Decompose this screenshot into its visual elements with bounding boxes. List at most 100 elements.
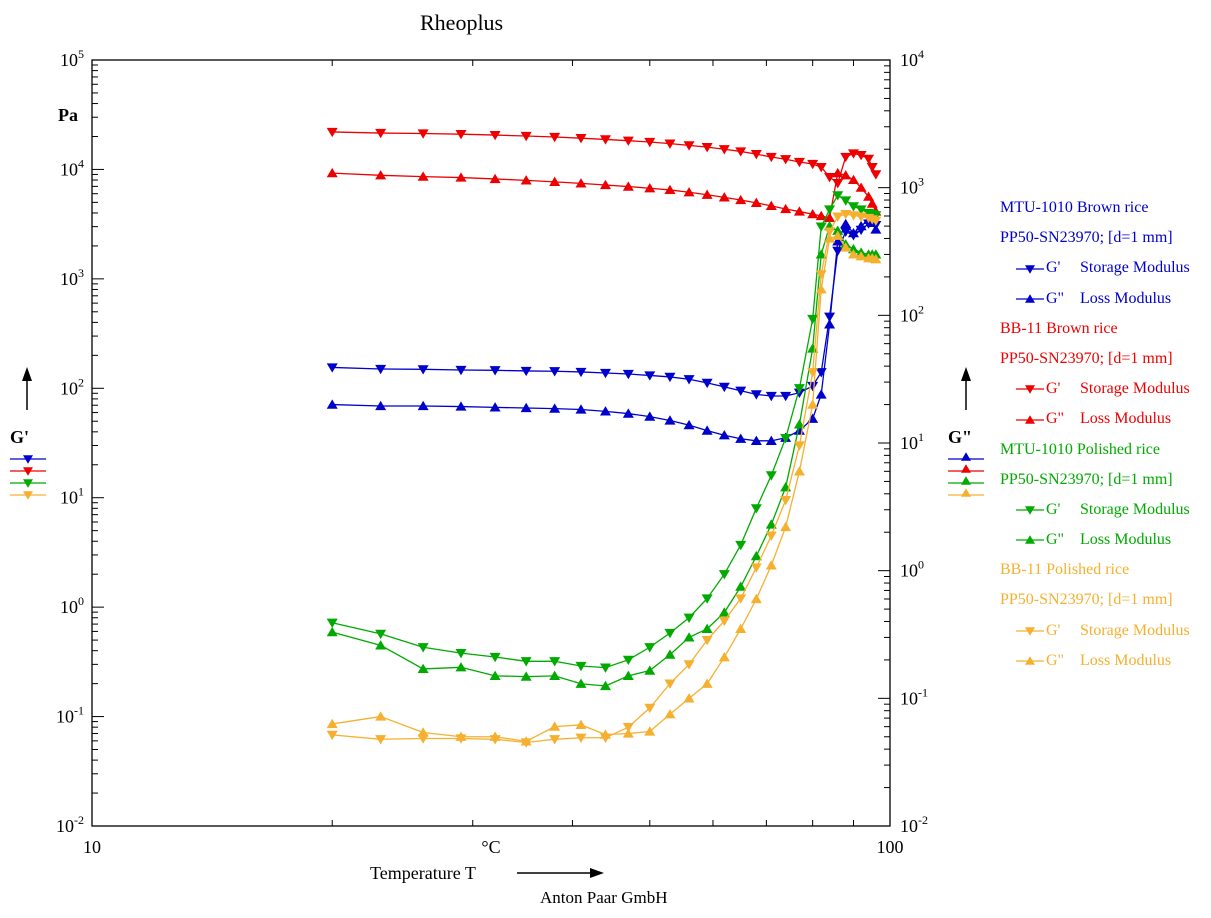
legend-group-subtitle: PP50-SN23970; [d=1 mm]	[1000, 591, 1173, 609]
legend-item-symbol: G"	[1046, 410, 1065, 428]
data-point	[840, 218, 852, 229]
data-point	[417, 734, 429, 744]
data-point	[701, 378, 713, 389]
data-point	[549, 735, 561, 745]
data-point	[455, 172, 467, 182]
triangle-up-icon	[1016, 656, 1044, 665]
data-point	[326, 718, 338, 729]
data-point	[793, 206, 805, 216]
data-point	[683, 660, 695, 670]
data-point	[735, 540, 747, 551]
data-point	[644, 703, 656, 714]
x-axis-arrowhead	[590, 868, 604, 878]
data-point	[735, 194, 747, 205]
data-point	[326, 730, 338, 741]
axis-labels: 10 10010-210-110010110210310410510-210-11…	[10, 47, 984, 883]
legend-item: G' Storage Modulus	[1000, 253, 1190, 283]
chart-title: Rheoplus	[420, 10, 504, 35]
data-point	[375, 400, 387, 411]
data-point	[765, 531, 777, 541]
data-point	[520, 402, 532, 413]
data-point	[765, 391, 777, 402]
legend-group-title: MTU-1010 Polished rice	[1000, 440, 1160, 458]
data-point	[847, 174, 859, 185]
data-point	[664, 184, 676, 195]
data-point	[870, 254, 882, 264]
data-point	[793, 441, 805, 451]
data-point	[750, 593, 762, 604]
data-point	[489, 670, 501, 680]
legend-item-symbol: G'	[1046, 380, 1061, 398]
data-point	[683, 613, 695, 623]
data-point	[664, 415, 676, 425]
data-point	[735, 581, 747, 591]
data-point	[549, 367, 561, 377]
data-point	[683, 419, 695, 430]
legend-item-desc: Storage Modulus	[1080, 259, 1190, 277]
data-point	[701, 623, 713, 633]
y-right-tick-label: 10-1	[900, 685, 928, 708]
legend-item: G" Loss Modulus	[1000, 404, 1190, 434]
data-point	[765, 152, 777, 163]
data-point	[664, 709, 676, 719]
data-point	[622, 670, 634, 680]
data-point	[375, 364, 387, 375]
data-point	[824, 233, 836, 243]
data-point	[622, 655, 634, 666]
data-point	[575, 733, 587, 744]
data-point	[807, 343, 819, 353]
legend-item: G' Storage Modulus	[1000, 374, 1190, 404]
data-point	[807, 399, 819, 409]
data-point	[701, 594, 713, 604]
data-point	[832, 167, 844, 178]
data-point	[870, 170, 882, 180]
data-point	[832, 236, 844, 246]
data-point	[575, 404, 587, 414]
data-point	[870, 216, 882, 226]
data-point	[455, 662, 467, 672]
legend-item-desc: Loss Modulus	[1080, 410, 1172, 428]
y-right-label: G"	[948, 427, 972, 447]
y-right-tick-label: 102	[900, 302, 924, 325]
data-point	[863, 191, 875, 201]
series-line	[332, 172, 877, 219]
data-point	[417, 365, 429, 375]
left-key-marker	[23, 479, 33, 488]
triangle-up-icon	[1016, 414, 1044, 424]
data-point	[750, 563, 762, 573]
series-layer	[326, 127, 882, 748]
y-left-arrowhead	[22, 367, 32, 381]
data-point	[855, 251, 867, 261]
data-point	[847, 227, 859, 238]
data-point	[622, 181, 634, 191]
data-point	[847, 249, 859, 259]
data-point	[824, 319, 836, 329]
data-point	[793, 157, 805, 168]
left-key-marker	[23, 467, 33, 476]
y-right-tick-label: 100	[900, 558, 924, 581]
data-point	[417, 643, 429, 653]
legend-item: G' Storage Modulus	[1000, 495, 1190, 525]
data-point	[520, 131, 532, 142]
data-point	[683, 632, 695, 642]
series-mtu-1010-polished-rice-storage	[326, 191, 882, 673]
triangle-down-icon	[1016, 506, 1044, 515]
data-point	[870, 224, 882, 234]
legend-group-title: BB-11 Polished rice	[1000, 561, 1130, 579]
data-point	[735, 433, 747, 443]
data-point	[622, 369, 634, 380]
data-point	[840, 210, 852, 220]
legend-item-desc: Storage Modulus	[1080, 621, 1190, 639]
data-point	[735, 147, 747, 157]
legend-item-desc: Storage Modulus	[1080, 500, 1190, 518]
data-point	[718, 651, 730, 662]
data-point	[832, 225, 844, 235]
data-point	[489, 652, 501, 663]
triangle-down-icon	[1016, 264, 1044, 274]
data-point	[793, 466, 805, 476]
data-point	[750, 435, 762, 445]
data-point	[417, 727, 429, 737]
data-point	[644, 182, 656, 193]
data-point	[417, 400, 429, 411]
